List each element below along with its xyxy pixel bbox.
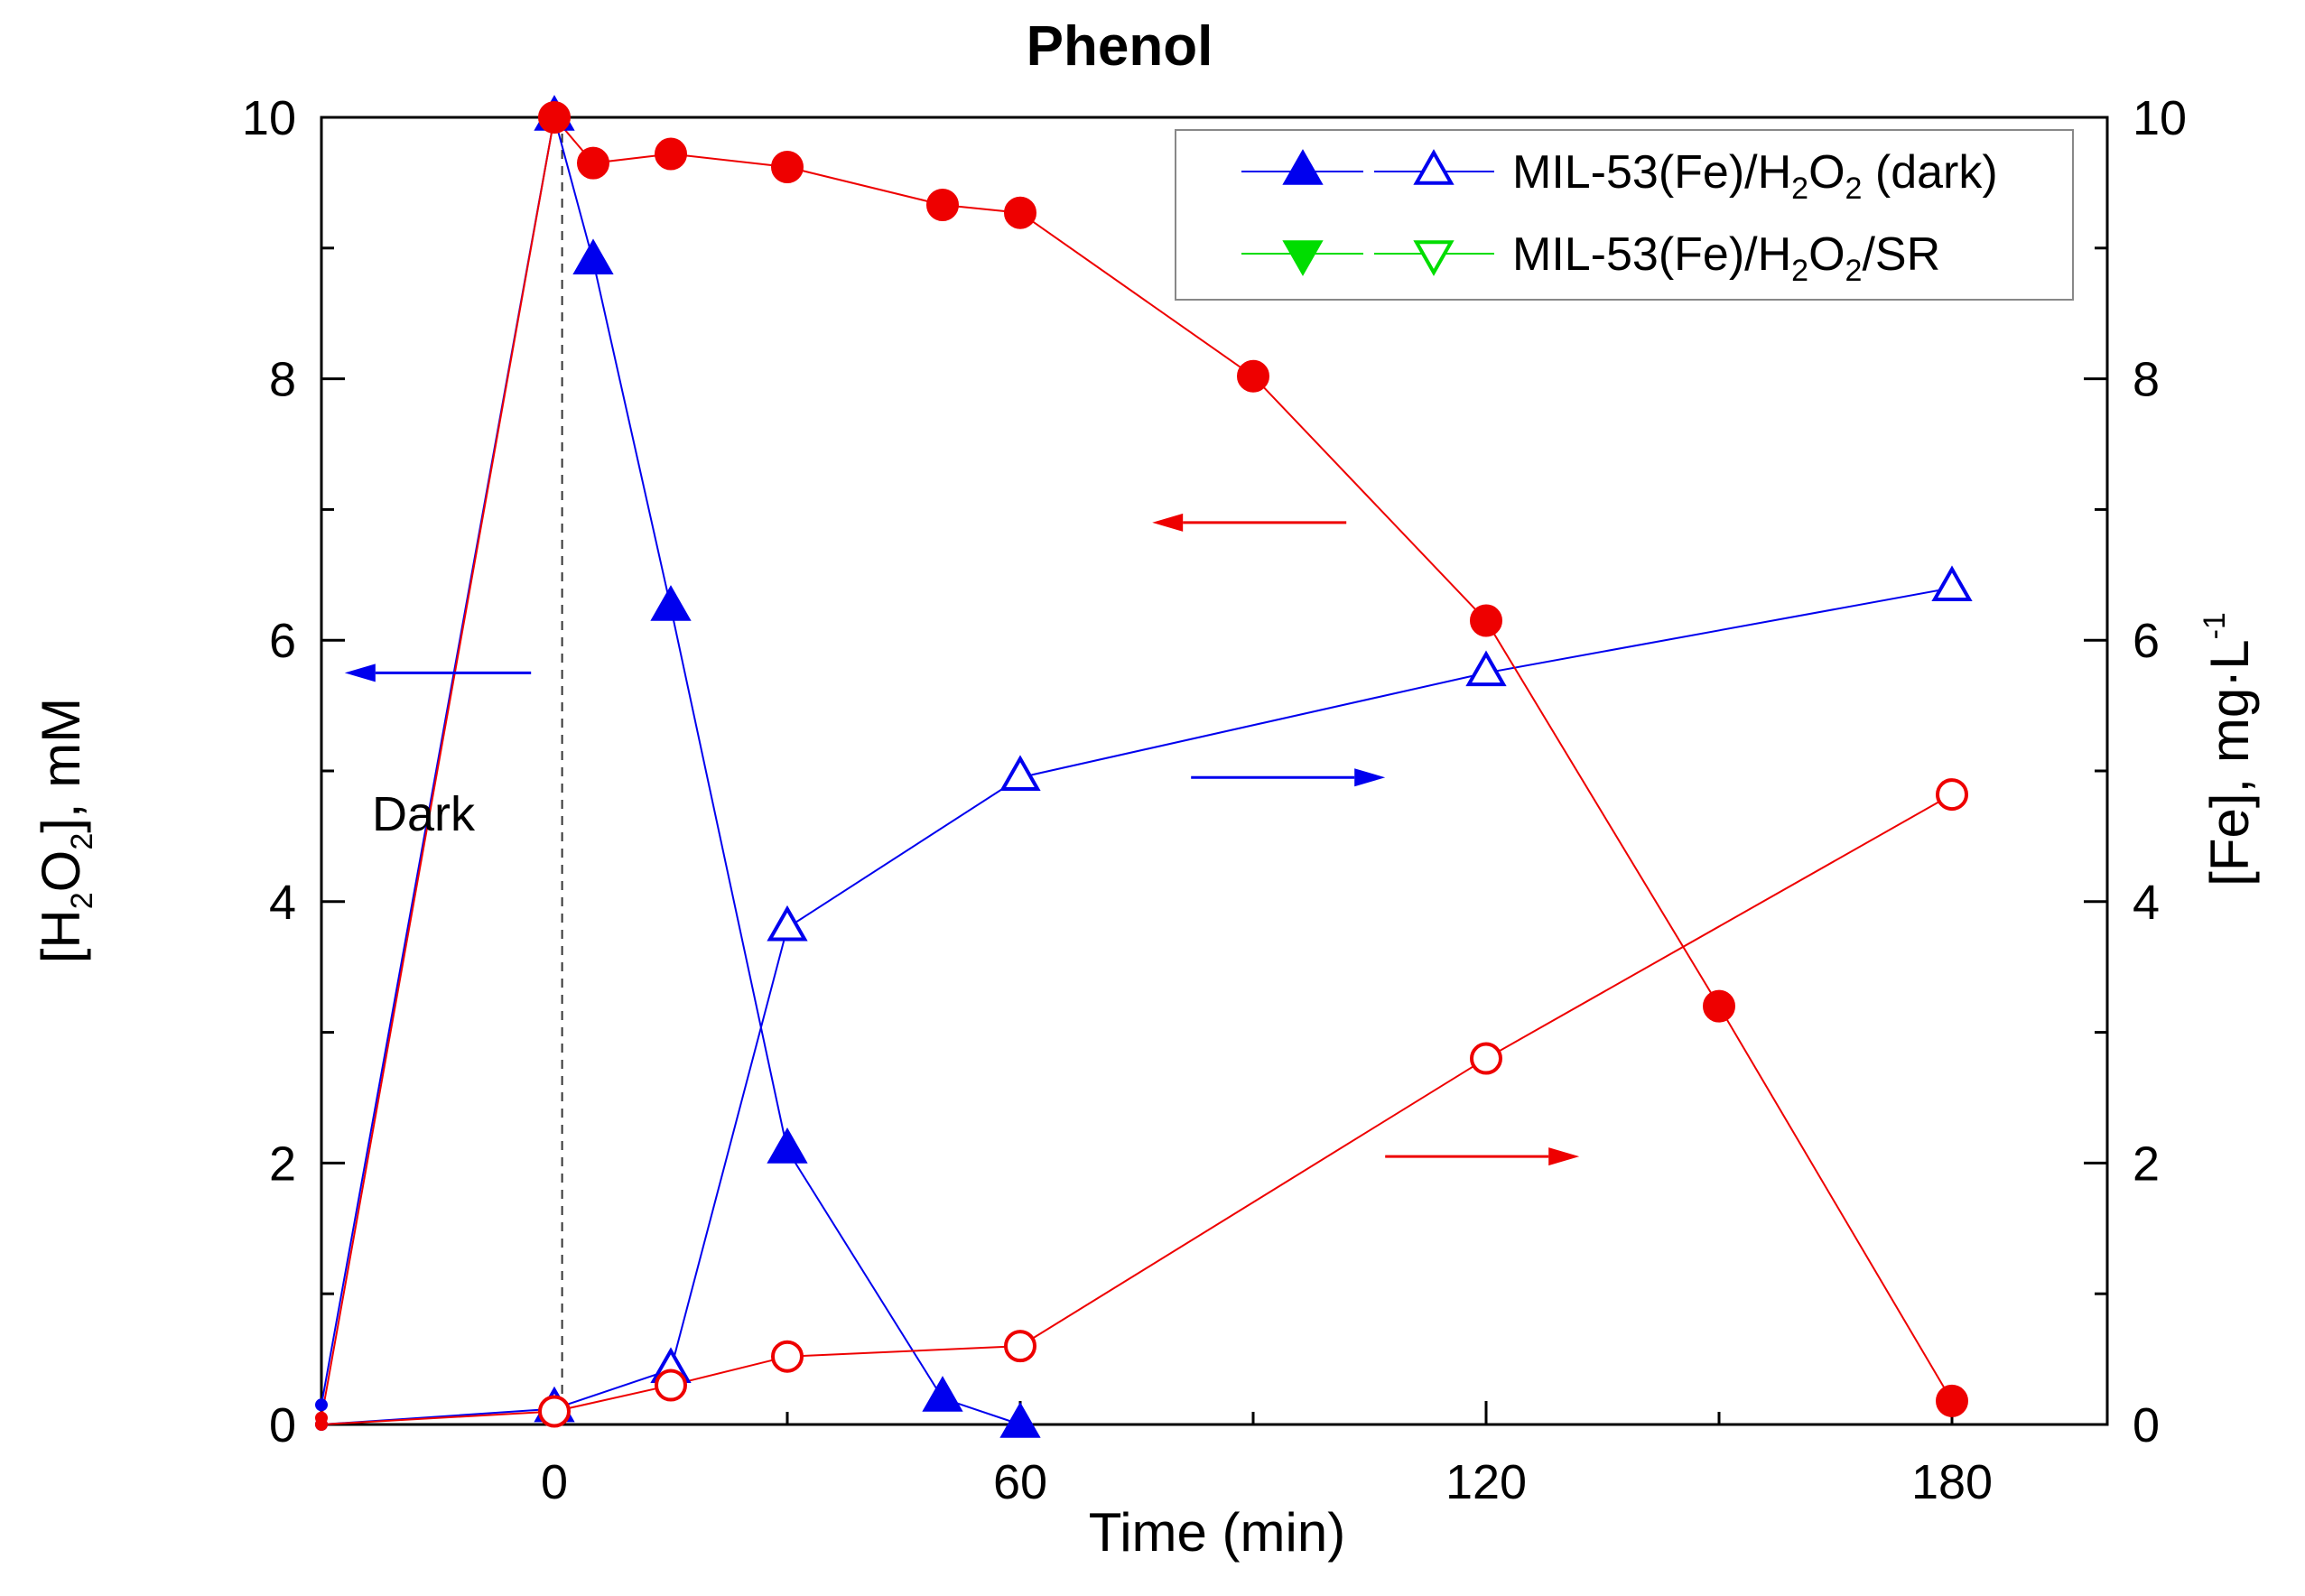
legend-marker-open-0 bbox=[1413, 149, 1455, 185]
y-right-tick-label-10: 10 bbox=[2133, 91, 2187, 145]
y-left-tick-label-4: 4 bbox=[269, 876, 296, 930]
series-3-point-3 bbox=[771, 1340, 804, 1373]
series-2-point-6 bbox=[1004, 196, 1036, 229]
legend: MIL-53(Fe)/H2O2 (dark) MIL-53(Fe)/H2O2/S… bbox=[1175, 129, 2074, 301]
legend-marker-filled-1 bbox=[1282, 240, 1324, 276]
series-line-0 bbox=[321, 116, 1021, 1425]
series-lines bbox=[321, 115, 1953, 1425]
series-2-point-9 bbox=[1703, 989, 1735, 1023]
arrow-head-1 bbox=[1152, 513, 1184, 532]
y-axis-label-left: [H2O2], mM bbox=[31, 698, 99, 964]
arrow-head-2 bbox=[1354, 768, 1386, 787]
series-0-point-2 bbox=[572, 238, 614, 275]
legend-marker-open-1 bbox=[1413, 240, 1455, 276]
plot-frame bbox=[320, 116, 2109, 1426]
x-axis-label: Time (min) bbox=[1089, 1502, 1345, 1563]
x-tick-label-180: 180 bbox=[1911, 1455, 1993, 1509]
series-3-point-5 bbox=[1470, 1042, 1502, 1075]
y-right-tick-label-4: 4 bbox=[2133, 876, 2160, 930]
series-2-point-1 bbox=[538, 101, 571, 134]
series-2-point-4 bbox=[771, 151, 804, 184]
direction-arrows bbox=[344, 513, 1580, 1166]
series-1-point-3 bbox=[767, 905, 808, 942]
x-tick-label-0: 0 bbox=[541, 1455, 568, 1509]
y-right-tick-label-8: 8 bbox=[2133, 353, 2160, 407]
arrow-head-3 bbox=[1548, 1147, 1580, 1166]
legend-symbols bbox=[1241, 149, 1494, 276]
x-tick-label-60: 60 bbox=[993, 1455, 1047, 1509]
series-2-point-5 bbox=[926, 189, 959, 222]
y-left-tick-label-10: 10 bbox=[242, 91, 296, 145]
y-left-tick-label-0: 0 bbox=[269, 1398, 296, 1452]
legend-marker-filled-0 bbox=[1282, 149, 1324, 185]
series-2-point-2 bbox=[577, 146, 609, 180]
y-right-tick-label-2: 2 bbox=[2133, 1137, 2160, 1191]
y-axis-label-right: [Fe], mg·L-1 bbox=[2198, 612, 2260, 886]
chart-title: Phenol bbox=[1027, 15, 1213, 78]
legend-box bbox=[1175, 129, 2074, 301]
arrow-head-0 bbox=[344, 663, 376, 682]
series-2-point-8 bbox=[1470, 604, 1502, 637]
series-2-point-3 bbox=[655, 137, 687, 171]
y-right-tick-label-0: 0 bbox=[2133, 1398, 2160, 1452]
series-markers bbox=[315, 95, 1973, 1438]
series-0-point-4 bbox=[767, 1127, 808, 1164]
series-0-point-5 bbox=[922, 1376, 963, 1412]
y-right-tick-label-6: 6 bbox=[2133, 614, 2160, 668]
series-0-point-6 bbox=[999, 1402, 1041, 1438]
y-left-tick-label-6: 6 bbox=[269, 614, 296, 668]
series-0-point-3 bbox=[650, 585, 692, 621]
y-left-tick-label-8: 8 bbox=[269, 353, 296, 407]
series-1-point-4 bbox=[999, 755, 1041, 792]
legend-entry-sr: MIL-53(Fe)/H2O2/SR bbox=[1512, 228, 1940, 288]
series-2-point-7 bbox=[1237, 359, 1269, 393]
series-2-point-10 bbox=[1936, 1384, 1968, 1417]
legend-entry-dark: MIL-53(Fe)/H2O2 (dark) bbox=[1512, 146, 1998, 206]
series-line-3 bbox=[321, 793, 1953, 1425]
x-tick-label-120: 120 bbox=[1445, 1455, 1527, 1509]
series-3-point-1 bbox=[538, 1395, 571, 1428]
series-0-point-0 bbox=[315, 1398, 328, 1412]
series-3-point-0 bbox=[315, 1418, 328, 1431]
ticks-layer: 0 60 120 180 0 0 2 2 4 4 6 6 8 8 10 10 bbox=[242, 91, 2187, 1509]
series-1-point-5 bbox=[1465, 650, 1507, 687]
series-1-point-6 bbox=[1931, 565, 1973, 602]
series-3-point-6 bbox=[1936, 778, 1968, 812]
series-3-point-4 bbox=[1004, 1330, 1036, 1363]
y-left-tick-label-2: 2 bbox=[269, 1137, 296, 1191]
series-3-point-2 bbox=[655, 1369, 687, 1402]
dark-annotation: Dark bbox=[372, 787, 476, 841]
series-line-2 bbox=[321, 115, 1953, 1418]
